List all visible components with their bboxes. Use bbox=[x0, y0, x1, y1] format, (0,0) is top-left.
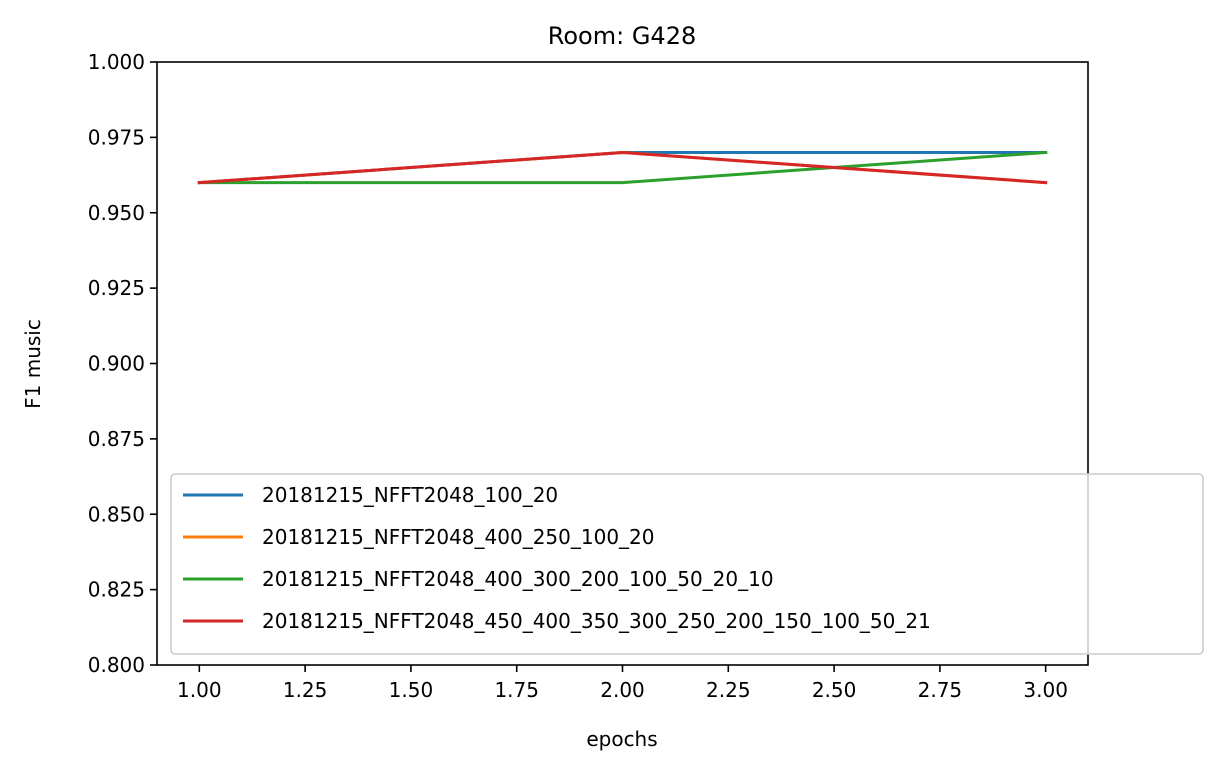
chart-title: Room: G428 bbox=[548, 22, 696, 50]
series-line-4 bbox=[197, 150, 1048, 185]
y-tick-label: 0.900 bbox=[88, 352, 145, 376]
y-axis-ticks: 0.800 0.825 0.850 0.875 0.900 0.925 0.950 0.975… bbox=[88, 50, 157, 677]
x-tick-label: 2.50 bbox=[812, 678, 857, 702]
y-axis-label: F1 music bbox=[21, 319, 45, 409]
legend-label-3: 20181215_NFFT2048_400_300_200_100_50_20_… bbox=[262, 567, 774, 591]
x-tick-label: 2.75 bbox=[918, 678, 963, 702]
x-tick-label: 1.50 bbox=[389, 678, 434, 702]
legend-label-1: 20181215_NFFT2048_100_20 bbox=[262, 483, 558, 507]
y-tick-label: 0.950 bbox=[88, 201, 145, 225]
series-layer bbox=[197, 150, 1048, 185]
y-tick-label: 0.925 bbox=[88, 276, 145, 300]
x-tick-label: 1.75 bbox=[494, 678, 539, 702]
x-tick-label: 1.00 bbox=[177, 678, 222, 702]
legend-entries: 20181215_NFFT2048_100_20 20181215_NFFT204… bbox=[183, 483, 931, 633]
x-tick-label: 2.00 bbox=[600, 678, 645, 702]
legend: 20181215_NFFT2048_100_20 20181215_NFFT204… bbox=[170, 473, 1204, 655]
y-tick-label: 0.825 bbox=[88, 578, 145, 602]
y-tick-label: 0.975 bbox=[88, 125, 145, 149]
y-tick-label: 0.875 bbox=[88, 427, 145, 451]
legend-label-4: 20181215_NFFT2048_450_400_350_300_250_20… bbox=[262, 609, 931, 633]
legend-box bbox=[170, 473, 1204, 655]
series-line-3 bbox=[197, 150, 1048, 185]
series-line-2 bbox=[197, 150, 1048, 185]
x-axis-label: epochs bbox=[586, 727, 657, 751]
legend-label-2: 20181215_NFFT2048_400_250_100_20 bbox=[262, 525, 655, 549]
x-tick-label: 1.25 bbox=[283, 678, 328, 702]
x-tick-label: 2.25 bbox=[706, 678, 751, 702]
y-tick-label: 0.800 bbox=[88, 653, 145, 677]
y-tick-label: 1.000 bbox=[88, 50, 145, 74]
x-tick-label: 3.00 bbox=[1023, 678, 1068, 702]
x-axis-ticks: 1.00 1.25 1.50 1.75 2.00 2.25 2.50 2.75 3.00 bbox=[177, 665, 1068, 702]
y-tick-label: 0.850 bbox=[88, 502, 145, 526]
series-line-1 bbox=[197, 150, 1048, 185]
